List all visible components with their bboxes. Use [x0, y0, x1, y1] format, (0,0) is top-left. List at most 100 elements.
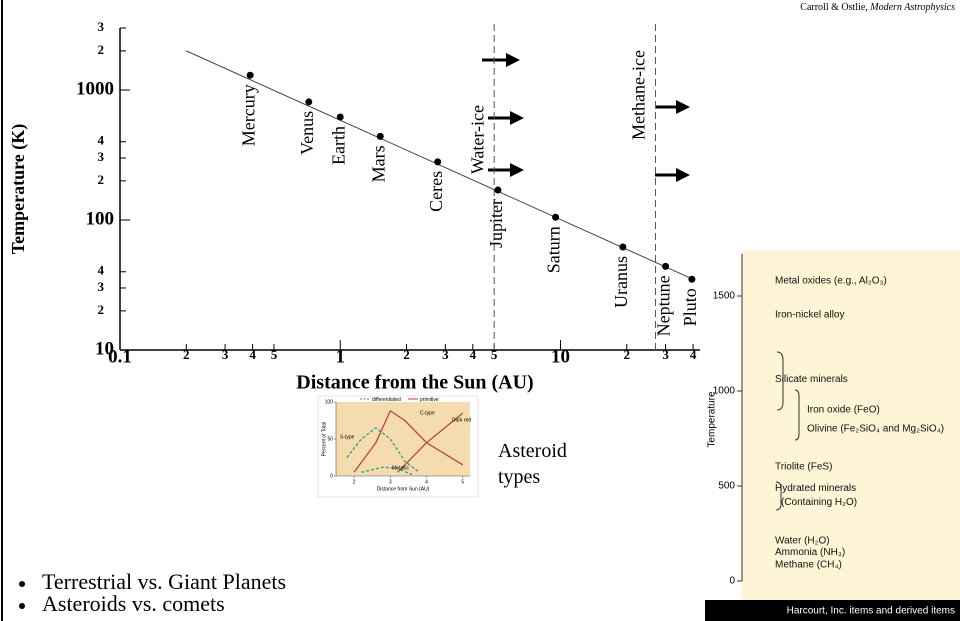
arrows	[482, 53, 690, 182]
legend-label: primitive	[420, 397, 439, 403]
planet-label: Uranus	[611, 256, 631, 308]
y-tick-label: 2	[98, 42, 105, 57]
scale-item: Silicate minerals	[775, 374, 848, 385]
planet-label: Neptune	[654, 275, 674, 336]
planet-label: Saturn	[544, 226, 564, 273]
planet-label: Jupiter	[486, 199, 506, 248]
x-tick-label: 4	[425, 479, 428, 485]
y-tick-label: 3	[98, 149, 105, 164]
y-axis-title: Temperature	[707, 391, 718, 448]
y-tick-label: 100	[325, 399, 334, 405]
credit-authors: Carroll & Ostlie,	[800, 2, 868, 13]
curve-label: Metallic	[392, 465, 409, 471]
planet-point	[494, 186, 502, 194]
x-tick-label: 1	[335, 346, 345, 367]
x-tick-label: 5	[491, 347, 498, 362]
x-tick-label: 5	[461, 479, 464, 485]
y-tick-label: 4	[98, 263, 105, 278]
planet-point	[552, 213, 560, 221]
curve-label: Dark red	[452, 417, 471, 423]
y-tick-label: 100	[86, 208, 115, 229]
asteroid-caption: Asteroid types	[498, 440, 567, 488]
x-tick-label: 3	[222, 347, 229, 362]
y-tick-label: 1000	[713, 386, 736, 397]
planet-point	[662, 262, 670, 270]
y-axis-title: Temperature (K)	[8, 124, 29, 254]
x-tick-label: 2	[183, 347, 190, 362]
fit-line	[186, 50, 694, 280]
scale-item: Water (H₂O)	[775, 536, 830, 547]
footer: Harcourt, Inc. items and derived items	[787, 606, 955, 617]
bullet-dots	[19, 581, 25, 609]
x-tick-label: 2	[403, 347, 410, 362]
ice-label: Water-ice	[467, 105, 487, 174]
scale-item: Hydrated minerals	[775, 483, 856, 494]
scale-item: Metal oxides (e.g., Al₂O₃)	[775, 275, 887, 286]
y-axis-title: Percent of Total	[321, 422, 327, 457]
y-tick-label: 3	[98, 279, 105, 294]
credit-book: Modern Astrophysics	[869, 2, 955, 13]
asteroid-curve	[346, 427, 420, 473]
y-tick-label: 1500	[713, 291, 736, 302]
curve-label: S-type	[340, 434, 355, 440]
planet-point	[376, 132, 384, 140]
x-tick-label: 2	[624, 347, 631, 362]
x-axis-title: Distance from Sun (AU)	[377, 486, 430, 492]
planet-label: Mars	[368, 145, 388, 182]
y-tick-label: 2	[98, 302, 105, 317]
planet-label: Ceres	[426, 171, 446, 212]
legend-label: differentiated	[372, 397, 401, 403]
scale-item: Methane (CH₄)	[775, 559, 842, 570]
y-tick-label: 0	[729, 576, 735, 587]
x-tick-label: 5	[271, 347, 278, 362]
planet-label: Venus	[297, 111, 317, 155]
y-tick-label: 0	[330, 473, 333, 479]
credit: Carroll & Ostlie, Modern Astrophysics	[800, 2, 955, 13]
y-tick-label: 1000	[76, 78, 114, 99]
ice-label: Methane-ice	[629, 50, 649, 140]
x-tick-label: 3	[389, 479, 392, 485]
planet-point	[336, 113, 344, 121]
scale-item: Ammonia (NH₃)	[775, 547, 845, 558]
y-tick-label: 50	[327, 436, 333, 442]
asteroid-plot-bg	[336, 402, 470, 476]
planet-point	[246, 71, 254, 79]
scale-item: Triolite (FeS)	[775, 462, 832, 473]
curve-label: C-type	[420, 410, 435, 416]
asteroid-curve	[353, 410, 464, 473]
scale-item: Olivine (Fe₂SiO₄ and Mg₂SiO₄)	[807, 424, 944, 435]
scale-item: (Containing H₂O)	[781, 497, 857, 508]
y-tick-label: 10	[95, 338, 114, 359]
x-tick-label: 4	[690, 347, 697, 362]
x-tick-label: 4	[249, 347, 256, 362]
planet-point	[305, 98, 313, 106]
asteroid-curve	[397, 412, 464, 473]
x-tick-label: 4	[470, 347, 477, 362]
brackets	[775, 351, 800, 511]
scale-item: Iron oxide (FeO)	[807, 405, 880, 416]
x-tick-label: 10	[551, 346, 570, 367]
y-tick-label: 500	[718, 481, 735, 492]
planet-point	[688, 275, 696, 283]
asteroid-curve	[361, 466, 413, 476]
scale-panel	[742, 250, 960, 602]
planet-label: Pluto	[680, 288, 700, 326]
planet-point	[619, 243, 627, 251]
scale-footer-bg	[705, 600, 960, 621]
y-tick-label: 2	[98, 172, 105, 187]
x-axis-title: Distance from the Sun (AU)	[296, 372, 533, 394]
bullet: Terrestrial vs. Giant Planets	[42, 569, 286, 594]
x-tick-label: 3	[662, 347, 669, 362]
bullet: Asteroids vs. comets	[42, 591, 225, 616]
x-tick-label: 3	[442, 347, 449, 362]
x-tick-label: 2	[353, 479, 356, 485]
y-tick-label: 4	[98, 133, 105, 148]
planet-point	[434, 158, 442, 166]
planet-label: Earth	[328, 126, 348, 165]
scale-item: Iron-nickel alloy	[775, 310, 844, 321]
y-tick-label: 3	[98, 19, 105, 34]
x-tick-label: 0.1	[108, 346, 132, 367]
planet-label: Mercury	[238, 84, 258, 146]
